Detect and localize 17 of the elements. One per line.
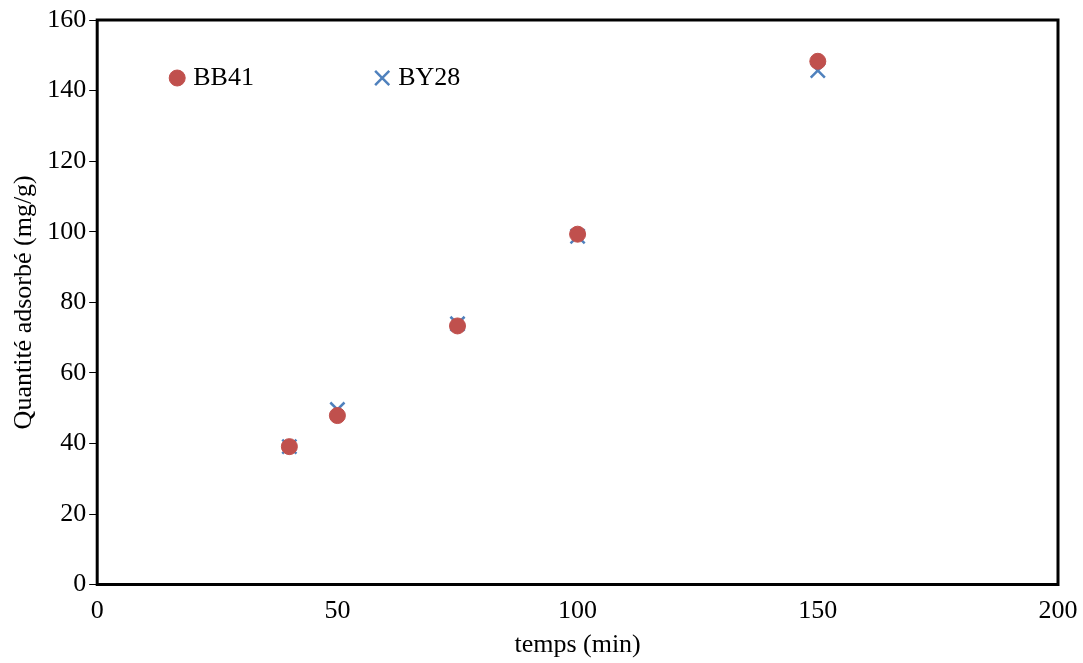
legend-label: BB41 xyxy=(193,61,254,91)
x-tick-label: 100 xyxy=(558,595,598,625)
y-tick-label: 20 xyxy=(60,497,87,527)
y-tick-label: 60 xyxy=(60,356,87,386)
y-tick-label: 100 xyxy=(47,215,87,245)
y-tick-label: 140 xyxy=(47,74,87,104)
x-axis-title: temps (min) xyxy=(514,629,641,659)
legend-label: BY28 xyxy=(398,61,461,91)
y-tick-label: 160 xyxy=(47,3,87,33)
x-tick-label: 50 xyxy=(324,595,351,625)
y-axis-title: Quantité adsorbé (mg/g) xyxy=(8,175,38,430)
y-tick-label: 40 xyxy=(60,427,87,457)
x-tick-label: 200 xyxy=(1038,595,1078,625)
y-tick-label: 120 xyxy=(47,144,87,174)
y-tick-label: 80 xyxy=(60,286,87,316)
y-tick-label: 0 xyxy=(73,568,87,598)
x-tick-label: 150 xyxy=(798,595,838,625)
